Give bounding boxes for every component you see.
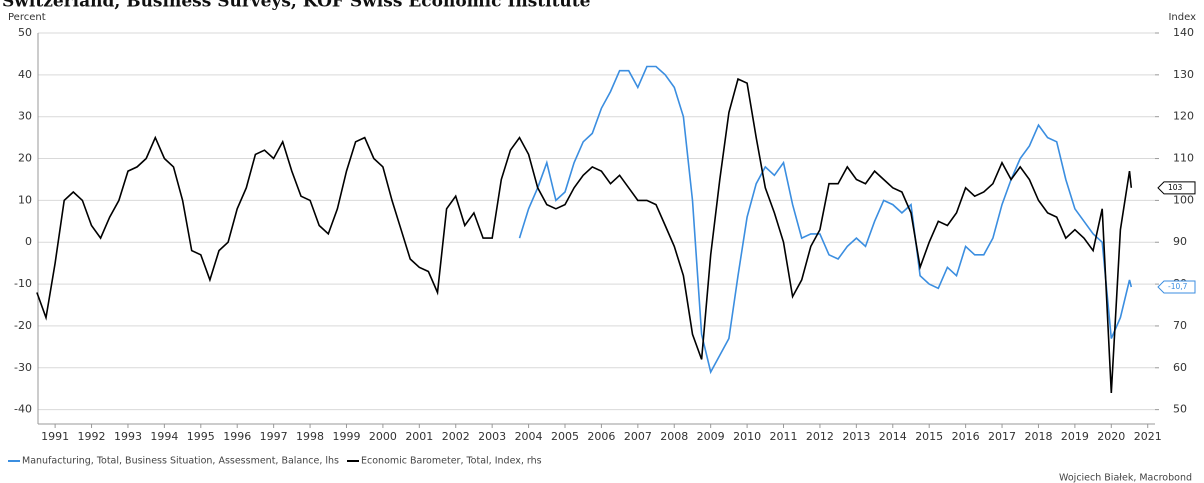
x-tick-label: 2010 <box>733 430 761 443</box>
series-line <box>518 65 1133 375</box>
x-tick-label: 2007 <box>624 430 652 443</box>
x-tick-label: 1996 <box>223 430 251 443</box>
chart-title: Switzerland, Business Surveys, KOF Swiss… <box>2 0 591 12</box>
x-tick-label: 2000 <box>369 430 397 443</box>
y2-tick-label: 50 <box>1173 403 1187 416</box>
x-tick-label: 2004 <box>515 430 543 443</box>
x-tick-label: 2019 <box>1061 430 1089 443</box>
x-tick-label: 2017 <box>988 430 1016 443</box>
x-tick-label: 1994 <box>150 430 178 443</box>
x-tick-label: 1997 <box>260 430 288 443</box>
legend-label: Manufacturing, Total, Business Situation… <box>22 456 339 467</box>
y-axis-label: Percent <box>8 12 46 23</box>
y2-tick-label: 120 <box>1173 110 1194 123</box>
x-tick-label: 2016 <box>952 430 980 443</box>
y-tick-label: 50 <box>18 26 32 39</box>
x-tick-label: 2014 <box>879 430 907 443</box>
y2-tick-label: 110 <box>1173 152 1194 165</box>
x-tick-label: 2012 <box>806 430 834 443</box>
x-tick-label: 1999 <box>332 430 360 443</box>
x-tick-label: 1993 <box>114 430 142 443</box>
legend-label: Economic Barometer, Total, Index, rhs <box>361 456 542 467</box>
y-tick-label: 30 <box>18 110 32 123</box>
credit: Wojciech Białek, Macrobond <box>1059 473 1192 483</box>
x-tick-label: 1998 <box>296 430 324 443</box>
end-label: -10,7 <box>1168 282 1188 291</box>
x-tick-label: 2003 <box>478 430 506 443</box>
x-tick-label: 2011 <box>770 430 798 443</box>
y2-tick-label: 70 <box>1173 319 1187 332</box>
y2-axis-label: Index <box>1168 12 1196 23</box>
x-tick-label: 1991 <box>41 430 69 443</box>
y-tick-label: 0 <box>25 235 32 248</box>
end-label-box <box>1157 280 1196 294</box>
y2-tick-label: 130 <box>1173 68 1194 81</box>
y-tick-label: -30 <box>14 361 32 374</box>
x-tick-label: 2015 <box>915 430 943 443</box>
end-label-box <box>1157 181 1196 195</box>
x-tick-label: 2018 <box>1024 430 1052 443</box>
y2-tick-label: 140 <box>1173 26 1194 39</box>
y-tick-label: -20 <box>14 319 32 332</box>
y2-tick-label: 100 <box>1173 193 1194 206</box>
x-tick-label: 2008 <box>660 430 688 443</box>
y-tick-label: 20 <box>18 152 32 165</box>
end-label: 103 <box>1168 183 1183 192</box>
y-tick-label: 10 <box>18 193 32 206</box>
x-tick-label: 2009 <box>697 430 725 443</box>
x-tick-label: 2006 <box>587 430 615 443</box>
x-tick-label: 2021 <box>1134 430 1162 443</box>
x-tick-label: 1992 <box>78 430 106 443</box>
x-tick-label: 1995 <box>187 430 215 443</box>
series-line <box>36 77 1133 393</box>
y2-tick-label: 60 <box>1173 361 1187 374</box>
x-tick-label: 2001 <box>405 430 433 443</box>
x-tick-label: 2005 <box>551 430 579 443</box>
x-tick-label: 2013 <box>842 430 870 443</box>
x-tick-label: 2020 <box>1097 430 1125 443</box>
y-tick-label: -40 <box>14 403 32 416</box>
x-tick-label: 2002 <box>442 430 470 443</box>
y-tick-label: 40 <box>18 68 32 81</box>
y2-tick-label: 90 <box>1173 235 1187 248</box>
y-tick-label: -10 <box>14 277 32 290</box>
